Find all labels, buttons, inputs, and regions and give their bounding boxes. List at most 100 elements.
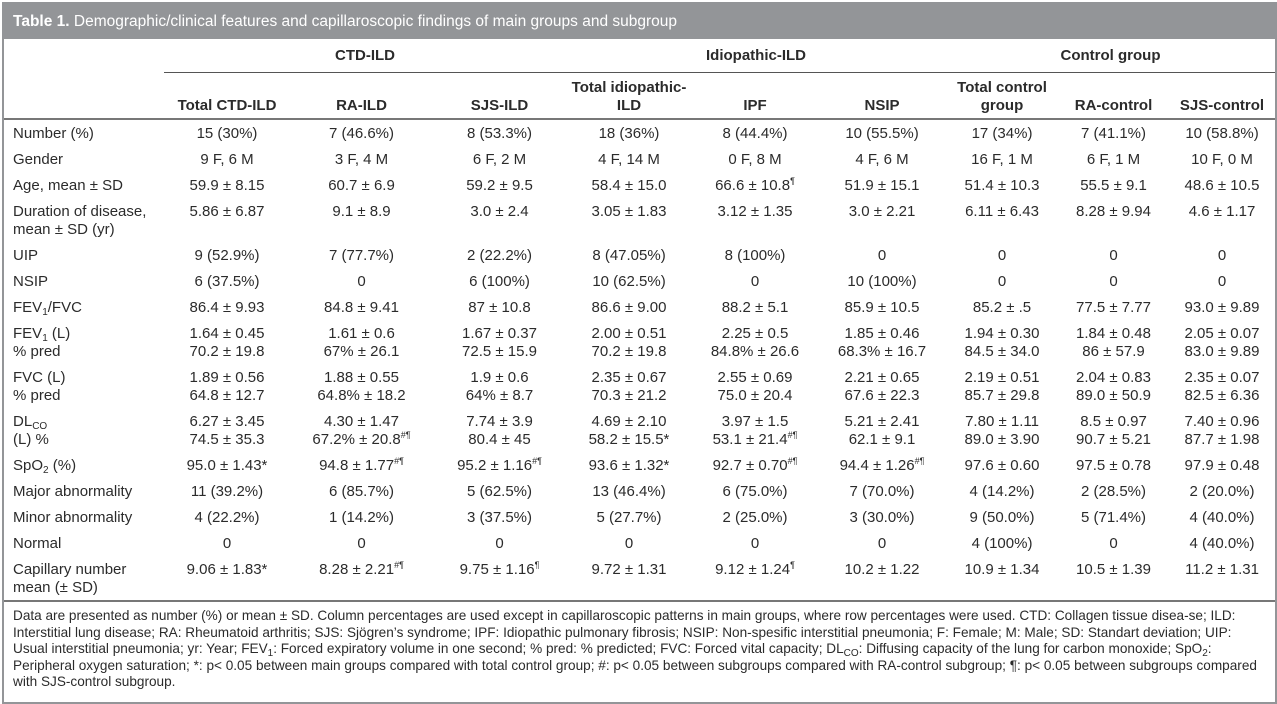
table-cell: 0: [357, 535, 366, 552]
row-label: DLCO (L) %: [13, 413, 49, 448]
table-cell: 6 (85.7%): [328, 483, 395, 500]
row-label: Capillary number mean (± SD): [4, 556, 164, 602]
table-cell: 0: [1109, 273, 1118, 290]
table-cell: 9.75 ± 1.16¶: [433, 556, 566, 602]
corner-cell: [4, 72, 164, 120]
table-cell: 58.4 ± 15.0: [591, 177, 667, 194]
table-cell: 85.9 ± 10.5: [844, 299, 920, 316]
table-cell: 3.0 ± 2.21: [848, 203, 916, 220]
table-cell: 10 (62.5%): [592, 273, 666, 290]
table-cell: 95.0 ± 1.43*: [186, 457, 268, 474]
table-cell: 5.21 ± 2.41 62.1 ± 9.1: [844, 413, 920, 448]
column-header-row: Total CTD-ILD RA-ILD SJS-ILD Total idiop…: [4, 72, 1276, 120]
table-cell: 10 F, 0 M: [1191, 151, 1253, 168]
table-cell: 0: [357, 273, 366, 290]
table-cell: 7.40 ± 0.96 87.7 ± 1.98: [1184, 413, 1260, 448]
table-cell: 4 (40.0%): [1189, 509, 1255, 526]
table-cell: 95.2 ± 1.16#¶: [457, 456, 542, 475]
table-cell: 3.0 ± 2.4: [470, 203, 529, 220]
table-cell: 10.9 ± 1.34: [946, 556, 1059, 602]
table-cell: 8.28 ± 9.94: [1076, 203, 1151, 220]
table-cell: 5 (71.4%): [1080, 509, 1147, 526]
table-cell: 0: [877, 535, 887, 552]
table-cell: 55.5 ± 9.1: [1080, 177, 1147, 194]
table-caption: Table 1. Demographic/clinical features a…: [4, 4, 1275, 39]
table-body: Number (%) 15 (30%) 7 (46.6%) 8 (53.3%) 18 (…: [4, 119, 1276, 602]
table-cell: 9.12 ± 1.24¶: [692, 556, 818, 602]
group-header-row: CTD-ILD Idiopathic-ILD Control group: [4, 39, 1276, 73]
row-label: Duration of disease, mean ± SD (yr): [13, 203, 147, 238]
table-cell: 97.6 ± 0.60: [964, 457, 1040, 474]
group-header-control: Control group: [946, 39, 1276, 73]
table-cell: 2 (28.5%): [1080, 483, 1147, 500]
table-cell: 9.72 ± 1.31: [566, 556, 692, 602]
table-row: SpO2 (%) 95.0 ± 1.43* 94.8 ± 1.77#¶ 95.2 ± …: [4, 452, 1275, 478]
table-row: Minor abnormality 4 (22.2%) 1 (14.2%) 3 (37…: [4, 504, 1275, 530]
table-cell: 10 (100%): [847, 273, 917, 290]
table-cell: 6 (100%): [469, 273, 530, 290]
table-cell: 0: [877, 247, 887, 264]
table-row: FVC (L)% pred 1.89 ± 0.56 64.8 ± 12.7 1.88 …: [4, 364, 1275, 408]
column-header: RA-ILD: [290, 72, 433, 120]
table-cell: 4.30 ± 1.47 67.2% ± 20.8#¶: [312, 413, 411, 448]
table-cell: 51.4 ± 10.3: [964, 177, 1040, 194]
table-cell: 1.89 ± 0.56 64.8 ± 12.7: [189, 369, 265, 404]
table-cell: 3.12 ± 1.35: [717, 203, 793, 220]
table-row: Age, mean ± SD 59.9 ± 8.15 60.7 ± 6.9 59.2 …: [4, 172, 1275, 198]
table-footnote: Data are presented as number (%) or mean…: [13, 608, 1257, 690]
row-label: Age, mean ± SD: [13, 177, 123, 194]
table-row: Normal 0 0 0 0 0 0 4 (100%) 0 4 (40.0%): [4, 530, 1275, 556]
table-cell: 48.6 ± 10.5: [1184, 177, 1260, 194]
table-row: FEV1/FVC 86.4 ± 9.93 84.8 ± 9.41 87 ± 10.8 8…: [4, 294, 1275, 320]
table-cell: 87 ± 10.8: [468, 299, 531, 316]
table-cell: 5 (62.5%): [466, 483, 533, 500]
table-cell: 7.74 ± 3.9 80.4 ± 45: [466, 413, 533, 448]
column-header: SJS-control: [1169, 72, 1276, 120]
data-table: CTD-ILD Idiopathic-ILD Control group Tot…: [4, 39, 1276, 602]
table-cell: 0: [1109, 247, 1118, 264]
table-cell: 97.5 ± 0.78: [1076, 457, 1151, 474]
table-cell: 60.7 ± 6.9: [328, 177, 395, 194]
table-cell: 3 (37.5%): [466, 509, 533, 526]
table-cell: 16 F, 1 M: [971, 151, 1033, 168]
table-cell: 1.67 ± 0.37 72.5 ± 15.9: [462, 325, 537, 360]
table-cell: 85.2 ± .5: [972, 299, 1032, 316]
table-cell: 0: [997, 273, 1007, 290]
table-cell: 93.6 ± 1.32*: [588, 457, 670, 474]
table-row: Major abnormality 11 (39.2%) 6 (85.7%) 5 (6…: [4, 478, 1275, 504]
table-cell: 3.05 ± 1.83: [591, 203, 667, 220]
table-cell: 8 (44.4%): [722, 125, 788, 142]
table-cell: 92.7 ± 0.70#¶: [712, 456, 798, 475]
table-cell: 4 F, 14 M: [598, 151, 660, 168]
column-header: SJS-ILD: [433, 72, 566, 120]
table-cell: 8 (47.05%): [592, 247, 666, 264]
table-cell: 6 (37.5%): [194, 273, 260, 290]
table-cell: 0: [1217, 247, 1227, 264]
table-cell: 13 (46.4%): [592, 483, 666, 500]
row-label: Minor abnormality: [13, 509, 133, 526]
column-header: Total CTD-ILD: [164, 72, 290, 120]
table-cell: 97.9 ± 0.48: [1184, 457, 1260, 474]
table-cell: 5 (27.7%): [596, 509, 662, 526]
table-cell: 84.8 ± 9.41: [324, 299, 399, 316]
table-cell: 3.97 ± 1.5 53.1 ± 21.4#¶: [712, 413, 798, 448]
column-header: RA-control: [1058, 72, 1170, 120]
table-cell: 88.2 ± 5.1: [721, 299, 789, 316]
table-cell: 86.4 ± 9.93: [189, 299, 265, 316]
table-cell: 2.05 ± 0.07 83.0 ± 9.89: [1184, 325, 1260, 360]
table-cell: 6.11 ± 6.43: [965, 203, 1039, 220]
table-cell: 0: [750, 535, 760, 552]
table-cell: 10 (55.5%): [845, 125, 919, 142]
table-cell: 0: [750, 273, 760, 290]
table-cell: 7 (77.7%): [328, 247, 395, 264]
table-cell: 1.88 ± 0.55 64.8% ± 18.2: [317, 369, 406, 404]
table-cell: 0: [997, 247, 1007, 264]
table-row: DLCO (L) % 6.27 ± 3.45 74.5 ± 35.3 4.30 ± 1.…: [4, 408, 1275, 452]
table-cell: 3 (30.0%): [849, 509, 915, 526]
table-row: Capillary number mean (± SD) 9.06 ± 1.83*…: [4, 556, 1276, 602]
column-header: NSIP: [818, 72, 947, 120]
table-cell: 94.4 ± 1.26#¶: [839, 456, 925, 475]
table-cell: 94.8 ± 1.77#¶: [319, 456, 404, 475]
table-cell: 8 (53.3%): [466, 125, 533, 142]
